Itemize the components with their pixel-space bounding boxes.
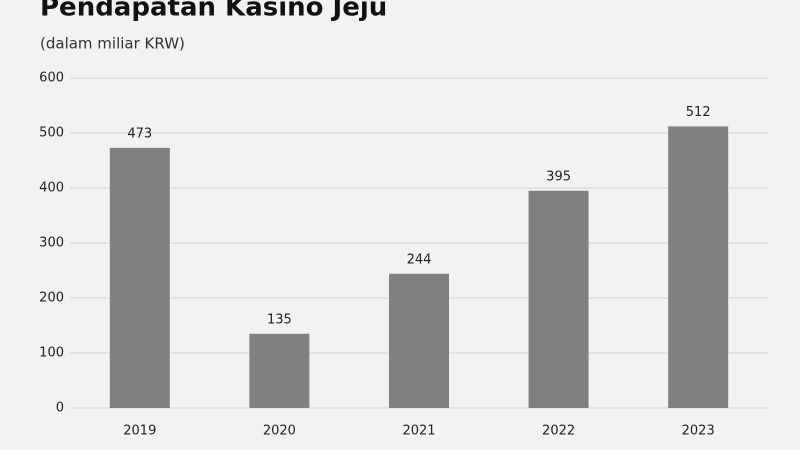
x-tick-label: 2019 (123, 424, 156, 439)
data-label: 395 (546, 169, 571, 184)
bar (109, 147, 170, 408)
bar (249, 333, 310, 408)
x-tick-label: 2022 (542, 424, 575, 439)
chart-title: Pendapatan Kasino Jeju (40, 0, 387, 23)
bar (389, 273, 449, 408)
data-label: 512 (686, 105, 711, 120)
y-tick-label: 200 (39, 291, 64, 306)
x-tick-label: 2020 (263, 424, 296, 439)
bar (528, 190, 589, 408)
data-label: 244 (407, 252, 432, 267)
x-tick-label: 2021 (402, 424, 435, 439)
y-tick-label: 500 (39, 126, 64, 141)
bar (668, 126, 729, 409)
chart-subtitle: (dalam miliar KRW) (40, 35, 185, 53)
y-tick-label: 400 (39, 181, 64, 196)
y-tick-label: 0 (56, 401, 64, 416)
data-label: 473 (127, 126, 152, 141)
x-tick-label: 2023 (682, 424, 715, 439)
y-tick-label: 600 (39, 71, 64, 86)
y-tick-label: 300 (39, 236, 64, 251)
y-tick-label: 100 (39, 346, 64, 361)
data-label: 135 (267, 312, 292, 327)
